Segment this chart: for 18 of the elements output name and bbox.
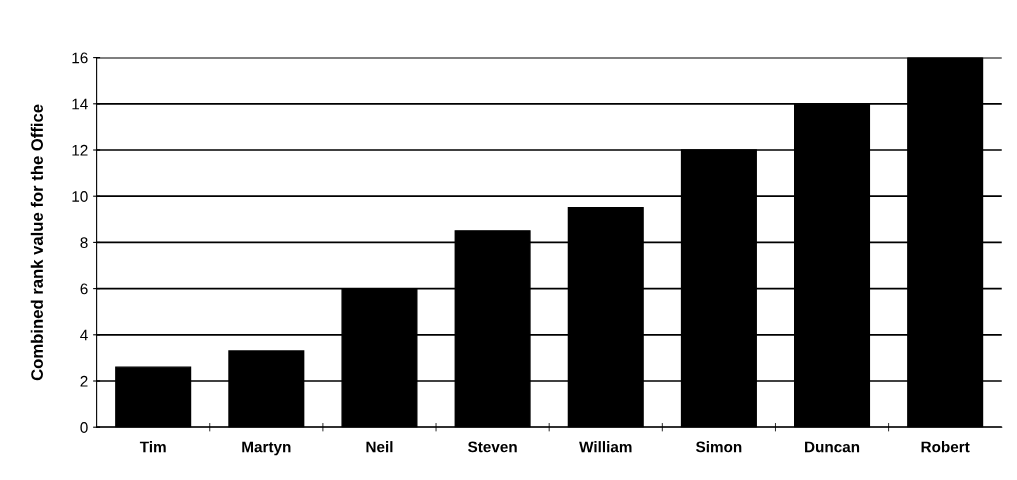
y-axis-title: Combined rank value for the Office (30, 104, 43, 381)
x-tick-label: William (579, 441, 632, 453)
y-tick-label: 8 (80, 237, 88, 249)
y-tick-label: 2 (80, 375, 88, 387)
x-tick-label: Martyn (242, 441, 291, 456)
y-tick-label: 10 (72, 191, 88, 202)
x-tick-label: Robert (921, 441, 970, 453)
x-tick-label: Duncan (805, 441, 860, 453)
y-tick-label: 12 (72, 144, 88, 156)
y-tick-label: 6 (80, 283, 88, 295)
y-tick-label: 0 (80, 422, 88, 433)
x-tick-label: Tim (139, 441, 166, 453)
x-tick-label: Simon (695, 441, 742, 453)
y-tick-label: 14 (72, 98, 88, 110)
y-tick-label: 4 (80, 329, 88, 341)
x-tick-label: Steven (468, 441, 517, 453)
x-tick-label: Neil (366, 441, 393, 453)
y-tick-label: 16 (72, 52, 88, 64)
